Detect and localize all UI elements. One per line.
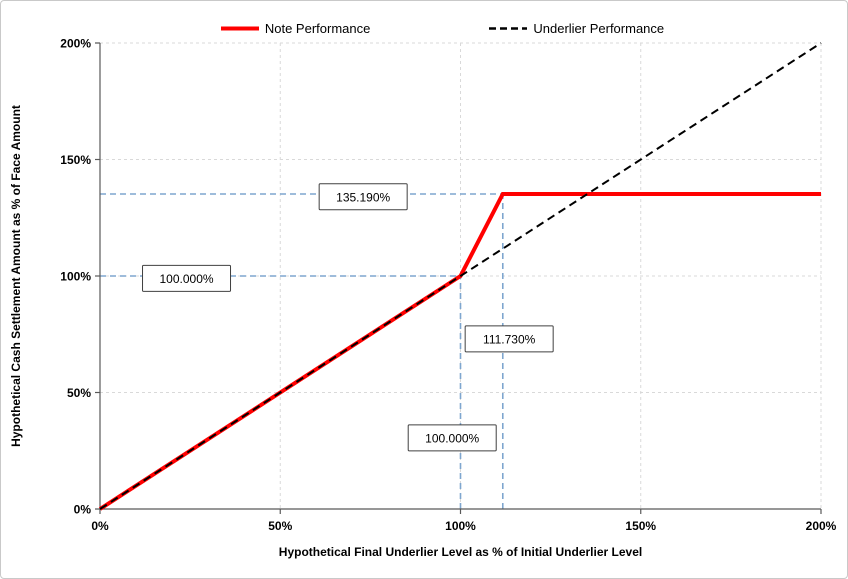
y-axis-title: Hypothetical Cash Settlement Amount as %… <box>9 105 23 447</box>
annotation-box <box>142 264 232 292</box>
annotation-label: 135.190% <box>336 190 390 204</box>
legend-item-underlier-performance: Underlier Performance <box>488 21 664 36</box>
annotation-label: 100.000% <box>425 431 479 445</box>
y-tick-label: 150% <box>60 153 91 167</box>
y-tick-label: 100% <box>60 270 91 284</box>
y-tick-label: 50% <box>67 386 91 400</box>
x-tick-label: 150% <box>625 519 656 533</box>
underlier-performance-line <box>99 42 822 510</box>
legend-item-note-performance: Note Performance <box>220 21 371 36</box>
x-axis-title: Hypothetical Final Underlier Level as % … <box>278 545 643 559</box>
annotation-box <box>318 183 408 211</box>
legend: Note Performance Underlier Performance <box>1 21 847 36</box>
x-tick-label: 0% <box>91 519 109 533</box>
y-tick-label: 0% <box>74 503 92 517</box>
note-performance-line-icon <box>220 26 259 31</box>
legend-label-underlier-performance: Underlier Performance <box>533 21 665 36</box>
annotation-box <box>407 424 497 452</box>
x-tick-label: 200% <box>806 519 837 533</box>
x-tick-label: 100% <box>445 519 476 533</box>
underlier-performance-line-icon <box>489 27 528 30</box>
annotation-label: 111.730% <box>483 332 536 346</box>
x-tick-label: 50% <box>268 519 292 533</box>
y-tick-label: 200% <box>60 37 91 51</box>
annotation-box <box>464 325 554 353</box>
annotation-label: 100.000% <box>159 272 213 286</box>
legend-label-note-performance: Note Performance <box>264 21 371 36</box>
